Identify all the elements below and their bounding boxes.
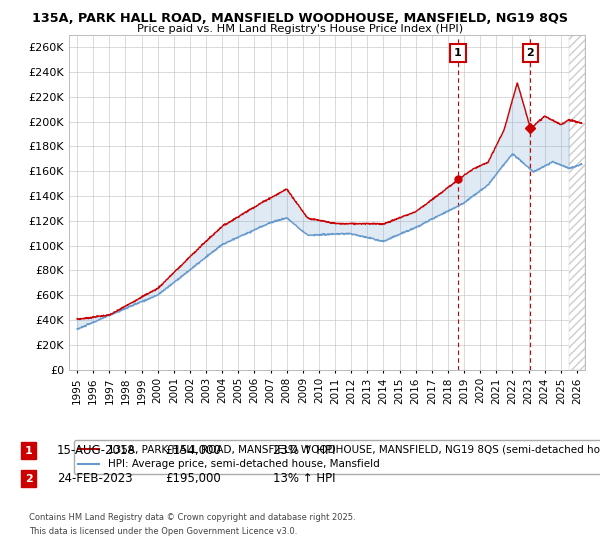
- Text: 1: 1: [454, 48, 462, 58]
- Text: 1: 1: [25, 446, 32, 456]
- Text: Price paid vs. HM Land Registry's House Price Index (HPI): Price paid vs. HM Land Registry's House …: [137, 24, 463, 34]
- Text: This data is licensed under the Open Government Licence v3.0.: This data is licensed under the Open Gov…: [29, 528, 297, 536]
- Text: 2: 2: [527, 48, 535, 58]
- Text: £154,000: £154,000: [165, 444, 221, 458]
- Text: £195,000: £195,000: [165, 472, 221, 486]
- Text: 15-AUG-2018: 15-AUG-2018: [57, 444, 136, 458]
- Text: Contains HM Land Registry data © Crown copyright and database right 2025.: Contains HM Land Registry data © Crown c…: [29, 514, 355, 522]
- Text: 2: 2: [25, 474, 32, 484]
- Legend: 135A, PARK HALL ROAD, MANSFIELD WOODHOUSE, MANSFIELD, NG19 8QS (semi-detached ho: 135A, PARK HALL ROAD, MANSFIELD WOODHOUS…: [74, 440, 600, 474]
- Text: 135A, PARK HALL ROAD, MANSFIELD WOODHOUSE, MANSFIELD, NG19 8QS: 135A, PARK HALL ROAD, MANSFIELD WOODHOUS…: [32, 12, 568, 25]
- Text: 13% ↑ HPI: 13% ↑ HPI: [273, 472, 335, 486]
- Text: 24-FEB-2023: 24-FEB-2023: [57, 472, 133, 486]
- Text: 23% ↑ HPI: 23% ↑ HPI: [273, 444, 335, 458]
